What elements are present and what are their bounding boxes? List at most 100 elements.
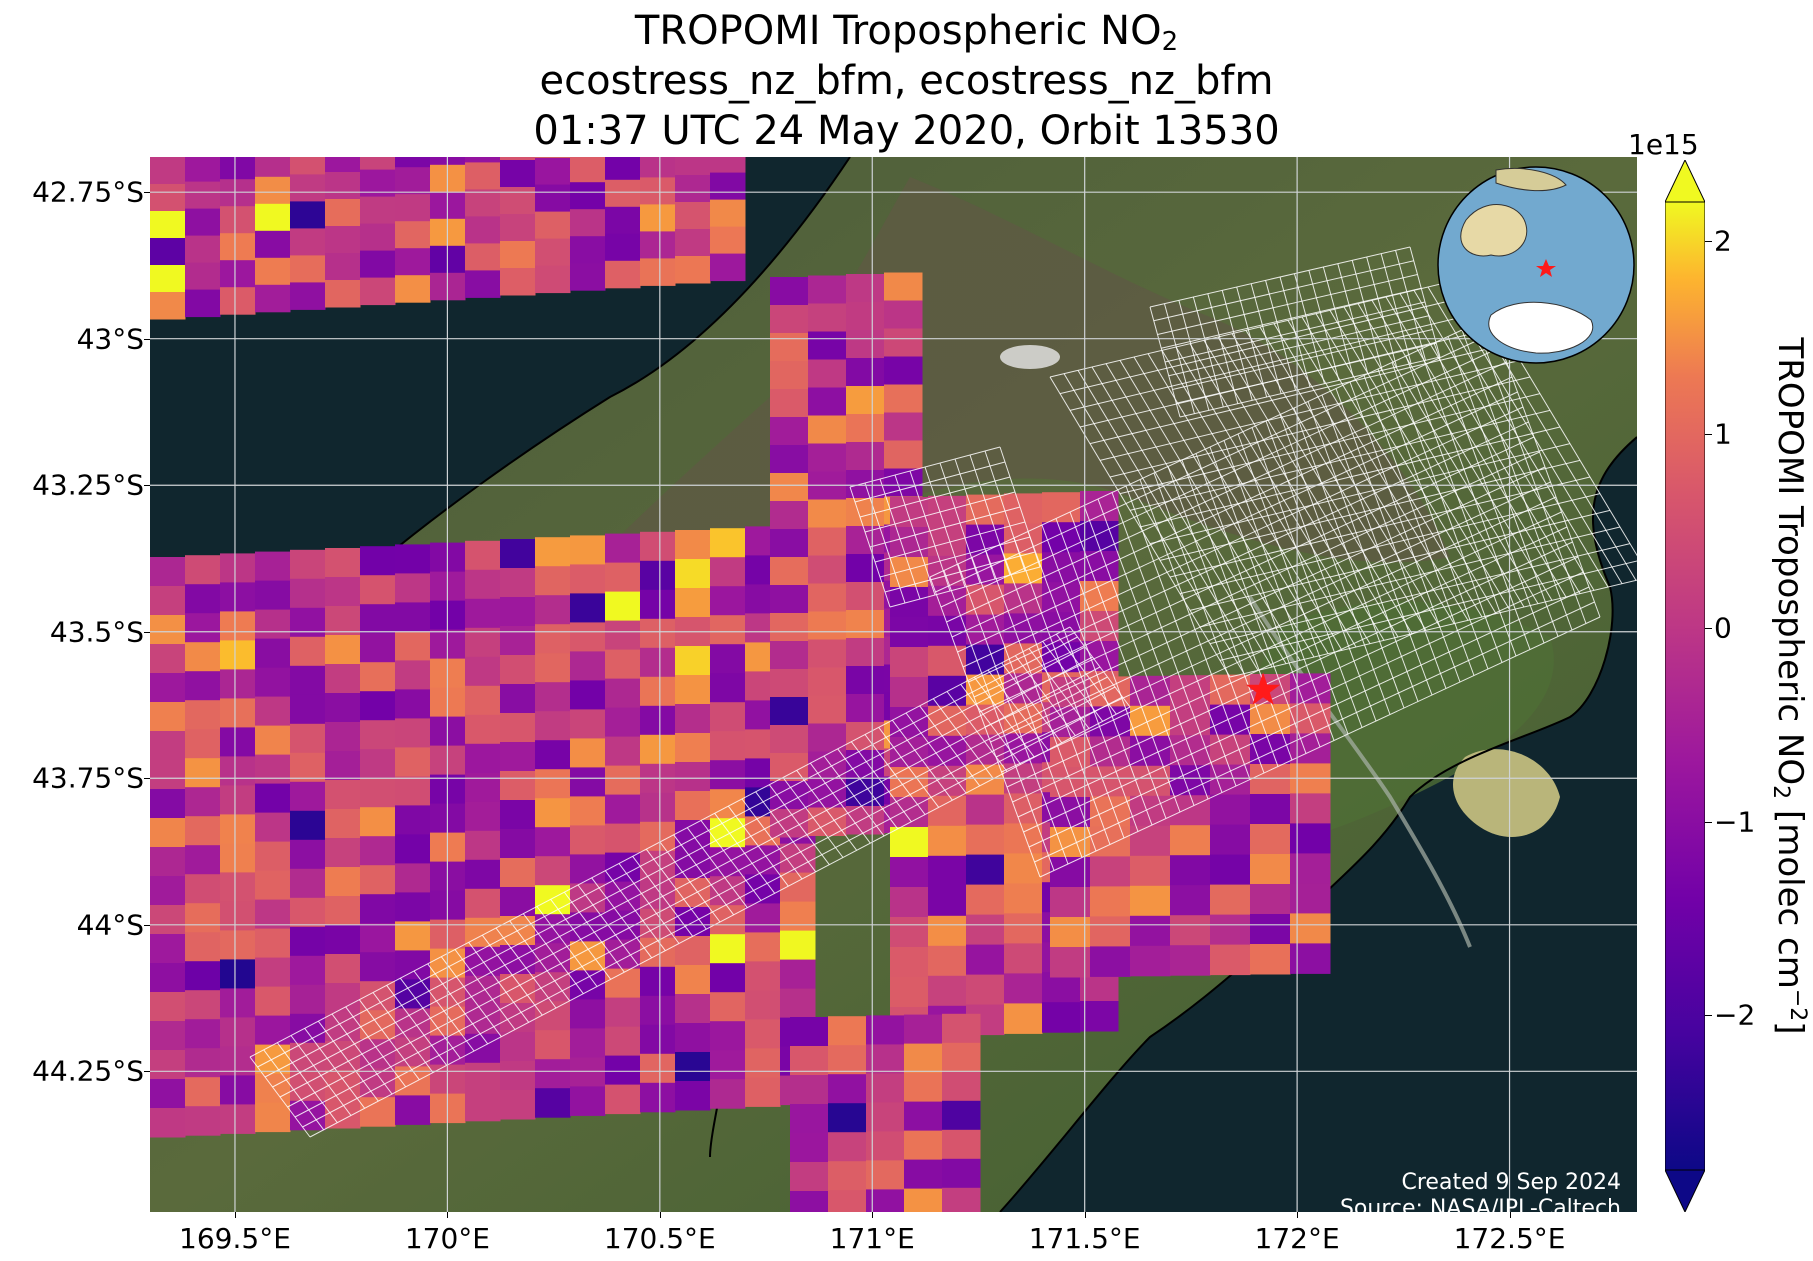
no2-pixel [535,682,571,712]
no2-pixel [150,876,186,906]
no2-pixel [675,256,711,284]
no2-pixel [710,760,746,790]
no2-pixel [290,839,326,870]
no2-pixel [1250,794,1291,825]
no2-pixel [220,260,256,288]
no2-pixel [605,533,641,564]
footprint-line [294,686,1116,1118]
no2-pixel [605,1026,641,1057]
no2-pixel [185,613,221,643]
no2-pixel [605,233,641,262]
no2-pixel [360,981,396,1011]
no2-pixel [966,794,1005,826]
no2-pixel [150,905,186,935]
no2-pixel [465,830,501,861]
no2-pixel [1170,825,1211,856]
no2-pixel [150,292,186,320]
no2-pixel [1042,522,1081,553]
no2-pixel [500,713,536,743]
no2-pixel [1290,943,1331,974]
no2-pixel [535,238,571,267]
no2-pixel [846,638,885,667]
inset-globe [1437,166,1635,364]
no2-pixel [770,697,809,726]
no2-pixel [1130,675,1171,707]
no2-pixel [290,752,326,783]
no2-pixel [890,857,929,888]
no2-pixel [500,214,536,242]
no2-pixel [500,539,536,569]
no2-pixel [640,676,676,707]
no2-pixel [710,199,746,228]
map-canvas[interactable] [150,157,1637,1212]
footprint-line [279,666,1101,1098]
no2-pixel [828,1045,867,1075]
no2-pixel [290,781,326,812]
map-panel[interactable] [150,157,1637,1212]
no2-pixel [780,988,816,1019]
no2-pixel [255,1102,291,1133]
no2-pixel [790,1162,829,1192]
lat-tick-mark [144,924,150,926]
no2-pixel [1250,854,1291,885]
no2-pixel [846,666,885,695]
no2-pixel [290,636,326,667]
no2-pixel [395,275,431,303]
no2-pixel [150,731,186,761]
footprint-line [869,506,1021,548]
no2-pixel [185,990,221,1020]
no2-pixel [395,221,431,249]
no2-pixel [942,1100,981,1131]
footprint-line [874,521,1026,563]
no2-pixel [1004,853,1043,884]
no2-pixel [1250,884,1291,915]
no2-pixel [150,818,186,848]
no2-pixel [220,206,256,234]
no2-pixel [1210,824,1251,856]
no2-pixel [675,1052,711,1082]
no2-pixel [710,644,746,674]
no2-pixel [966,974,1005,1006]
no2-pixel [325,722,361,752]
no2-pixel [570,680,606,710]
lat-tick-label: 43.25°S [32,468,144,502]
no2-pixel [928,915,967,947]
no2-pixel [675,849,711,879]
no2-pixel [220,233,256,261]
no2-pixel [395,248,431,276]
colorbar-title-sup: −2 [1785,988,1810,1022]
no2-pixel [255,176,291,205]
no2-pixel [790,1017,829,1047]
lat-tick-mark [144,485,150,487]
no2-pixel [640,618,676,649]
no2-pixel [846,610,885,639]
lon-tick-label: 172°E [1254,1222,1340,1255]
no2-pixel [1290,793,1331,824]
no2-pixel [185,903,221,933]
no2-pixel [465,801,501,832]
no2-pixel [255,928,291,959]
no2-pixel [904,1130,943,1161]
no2-pixel [535,184,571,213]
no2-pixel [220,611,256,641]
lon-tick-mark [1297,1212,1299,1218]
no2-pixel [185,235,221,264]
no2-pixel [866,1189,905,1212]
no2-pixel [928,585,967,617]
target-star-icon[interactable] [1246,672,1281,705]
footprint-line [1028,586,1590,848]
no2-pixel [904,1188,943,1212]
no2-pixel [360,546,396,576]
no2-pixel [535,914,571,944]
no2-pixel [535,885,571,915]
footprint-line [1017,556,1579,818]
no2-pixel [150,1079,186,1109]
no2-pixel [220,756,256,786]
no2-pixel [570,1028,606,1058]
no2-pixel [255,157,291,178]
no2-pixel [770,333,809,362]
no2-pixel [770,613,809,642]
no2-pixel [185,1077,221,1107]
no2-pixel [325,606,361,636]
footprint-line [1229,579,1637,678]
